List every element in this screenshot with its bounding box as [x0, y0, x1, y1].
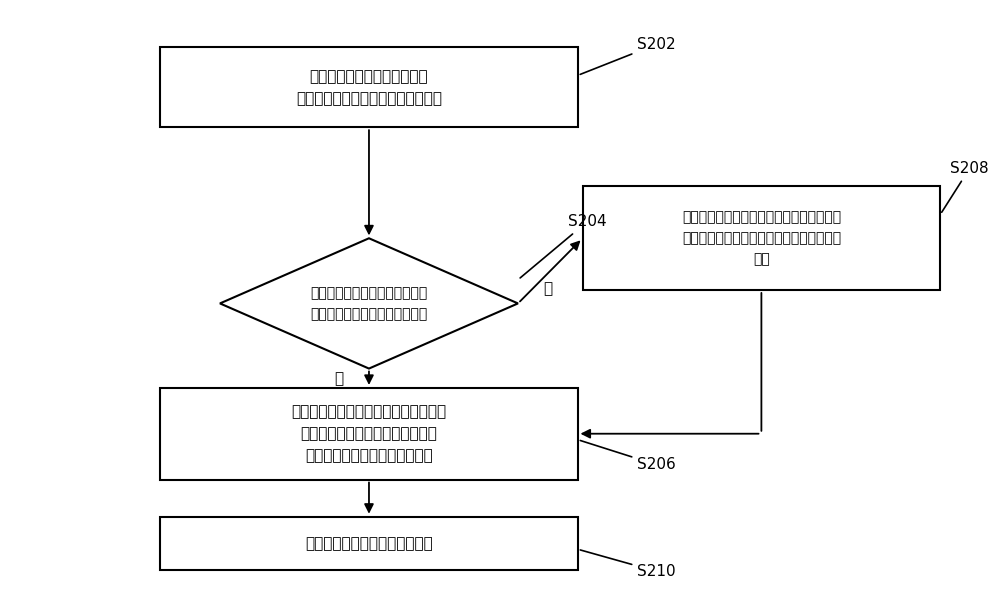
Text: 被放入食材的食材优先级高于其
所在储物间室的当前食材优先级: 被放入食材的食材优先级高于其 所在储物间室的当前食材优先级: [310, 286, 428, 321]
FancyBboxPatch shape: [160, 47, 578, 127]
Polygon shape: [220, 238, 518, 368]
FancyBboxPatch shape: [583, 186, 940, 290]
Text: 驱动制冷系统按照目标温度工作: 驱动制冷系统按照目标温度工作: [305, 536, 433, 551]
Text: S206: S206: [580, 440, 676, 472]
Text: 是: 是: [335, 371, 344, 386]
Text: 否: 否: [543, 281, 552, 296]
FancyBboxPatch shape: [160, 516, 578, 570]
Text: S210: S210: [580, 550, 676, 579]
Text: 确定被放入食材所在储物间室的目标温度为
获取的被放入食材所在储物间室的当前目标
温度: 确定被放入食材所在储物间室的目标温度为 获取的被放入食材所在储物间室的当前目标 …: [682, 211, 841, 266]
Text: S202: S202: [580, 37, 676, 74]
Text: S204: S204: [520, 214, 606, 278]
Text: S208: S208: [942, 161, 989, 212]
Text: 根据获取的被放入食材的最佳存储温度
和其所在储物间室的当前目标温度
确定其所在储物间室的目标温度: 根据获取的被放入食材的最佳存储温度 和其所在储物间室的当前目标温度 确定其所在储…: [291, 404, 447, 464]
Text: 获取被放入食材的食材优先级
和其所在储物间室的当前食材优先级: 获取被放入食材的食材优先级 和其所在储物间室的当前食材优先级: [296, 68, 442, 106]
FancyBboxPatch shape: [160, 388, 578, 480]
